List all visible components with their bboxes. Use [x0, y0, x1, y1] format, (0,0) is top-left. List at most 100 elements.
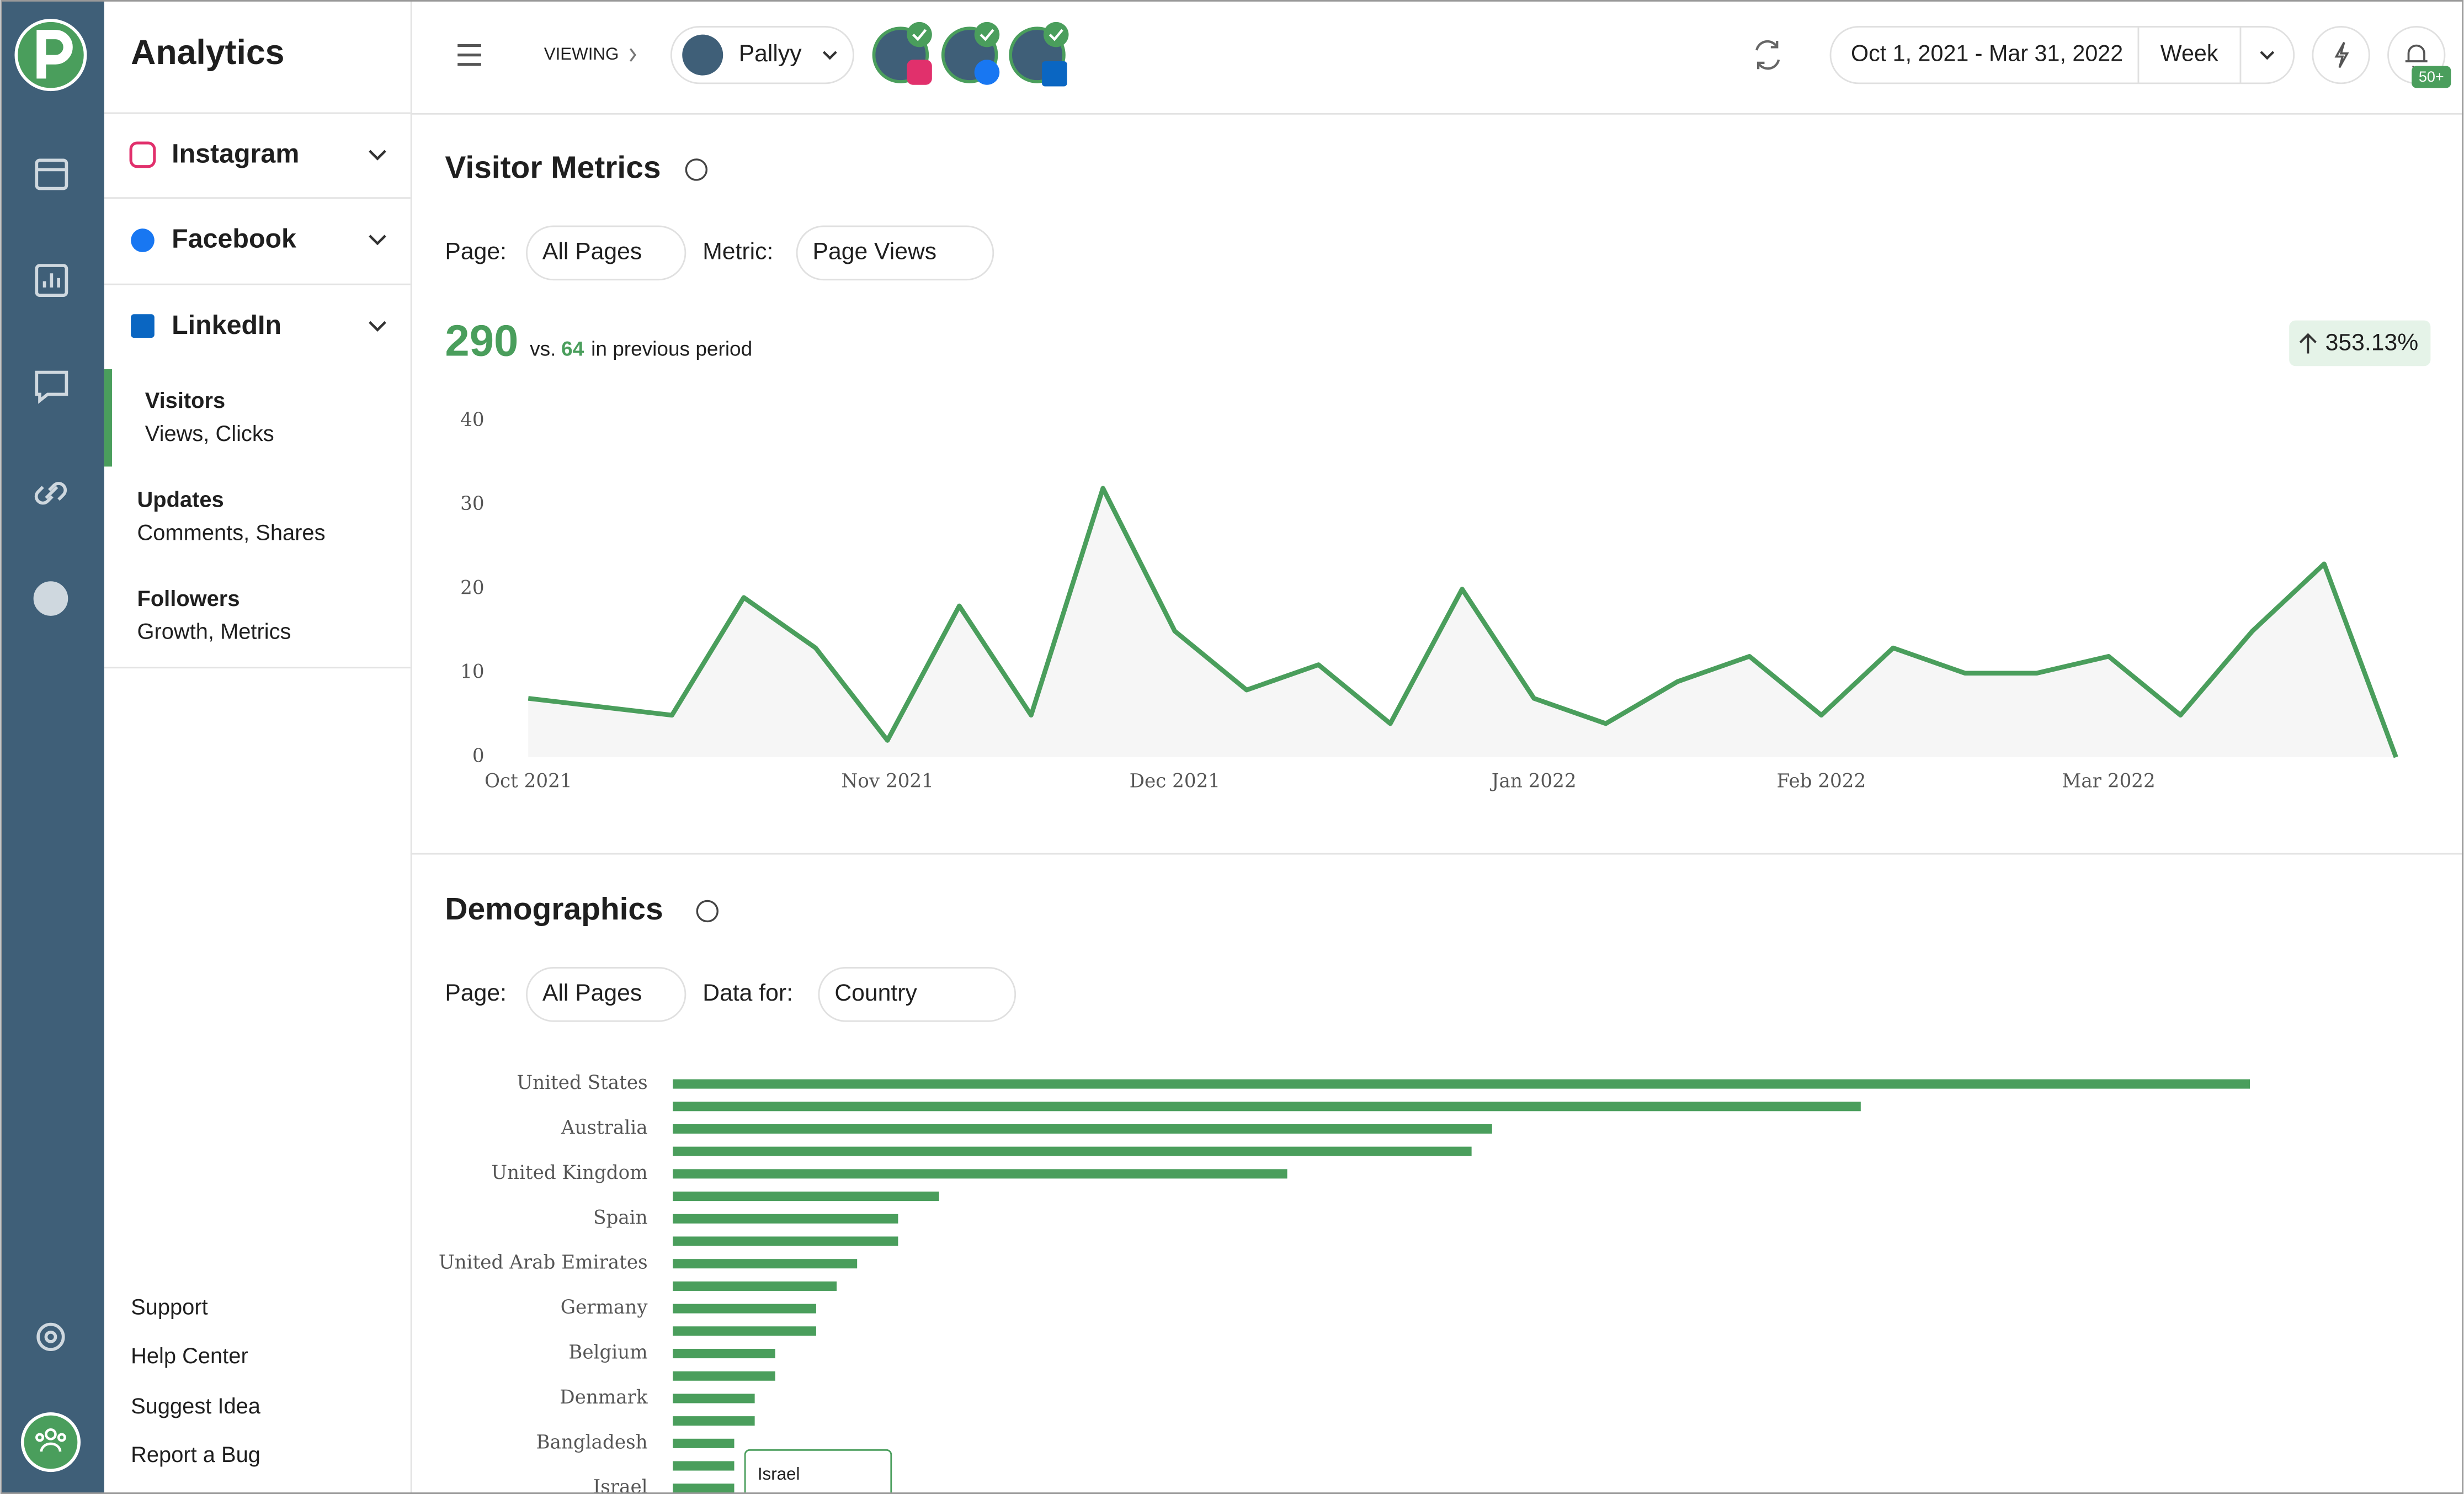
team-body: [40, 1442, 62, 1452]
y-tick-label: United States: [517, 1072, 647, 1094]
chevron[interactable]: [369, 150, 386, 161]
change-badge: [2289, 320, 2431, 366]
tooltip-label: Israel: [758, 1464, 800, 1484]
footer-link[interactable]: Suggest Idea: [131, 1394, 261, 1418]
breadcrumb-arrow: [629, 48, 636, 62]
y-tick-label: Belgium: [568, 1342, 647, 1364]
subnav-title[interactable]: Updates: [137, 488, 224, 512]
check-marks: [912, 29, 1063, 41]
bar: [673, 1438, 735, 1448]
bar: [673, 1326, 816, 1336]
bar: [673, 1259, 858, 1269]
badge-facebook: [974, 60, 1000, 85]
account-name: Pallyy: [739, 40, 802, 67]
bar: [673, 1371, 775, 1381]
x-tick-label: Feb 2022: [1777, 770, 1866, 793]
help-icon[interactable]: [685, 158, 708, 181]
y-tick-label: United Kingdom: [491, 1162, 647, 1184]
x-tick-label: Oct 2021: [485, 770, 572, 793]
total: 290: [445, 316, 518, 365]
team-head: [45, 1428, 57, 1440]
bar-chart: United States Australia United Kingdom Spai…: [439, 1072, 2250, 1494]
metric-select[interactable]: [796, 225, 994, 281]
subnav-subtitle: Views, Clicks: [145, 422, 274, 446]
nav-item[interactable]: Instagram: [172, 139, 299, 169]
messages-icon[interactable]: [35, 370, 68, 404]
bar: [673, 1348, 775, 1359]
y-tick-label: 20: [460, 577, 484, 599]
line-chart: 0 10 20 30 40 Oct 2021 Nov 2021 Dec 2021 Jan 202…: [460, 409, 2398, 793]
vs: vs.: [530, 338, 556, 360]
date-range[interactable]: Oct 1, 2021 - Mar 31, 2022: [1851, 41, 2123, 66]
chevron[interactable]: [369, 321, 386, 332]
check-badge: [974, 22, 1000, 47]
help-icon[interactable]: [696, 900, 719, 923]
y-tick-label: Denmark: [560, 1386, 648, 1408]
settings-center: [44, 1330, 57, 1343]
line: [528, 486, 2398, 758]
y-tick-label: 40: [460, 409, 484, 431]
filter-label: Metric:: [703, 238, 773, 265]
check-badge: [1043, 22, 1069, 47]
bar: [673, 1484, 735, 1493]
analytics-icon[interactable]: [35, 264, 68, 297]
select-value: Page Views: [812, 238, 936, 265]
section-title: Demographics: [445, 891, 663, 927]
change: 353.13%: [2325, 329, 2419, 356]
page-select[interactable]: [526, 967, 686, 1022]
date-control[interactable]: [1829, 25, 2295, 84]
analytics-bars: [42, 273, 61, 288]
footer-link[interactable]: Support: [131, 1295, 208, 1320]
account-avatar: [682, 34, 723, 76]
select-value: Country: [834, 980, 917, 1006]
sidebar-title: Analytics: [131, 33, 284, 72]
explore-icon[interactable]: [33, 581, 68, 616]
refresh-button[interactable]: [1755, 40, 1780, 70]
section-title: Visitor Metrics: [445, 150, 661, 185]
y-tick-label: Australia: [561, 1116, 648, 1139]
rail: [0, 0, 104, 1494]
page-select[interactable]: [526, 225, 686, 281]
chevron[interactable]: [369, 235, 386, 246]
settings-icon[interactable]: [36, 1322, 65, 1351]
footer-link[interactable]: Help Center: [131, 1344, 248, 1368]
area: [528, 488, 2396, 758]
link-icon[interactable]: [34, 482, 67, 505]
subnav-title[interactable]: Followers: [137, 587, 240, 611]
notification-count: 50+: [2419, 68, 2444, 85]
x-tick-label: Dec 2021: [1130, 770, 1220, 793]
bar: [673, 1214, 898, 1224]
quick-action[interactable]: [2312, 25, 2370, 84]
notification-badge: [2412, 66, 2451, 88]
profiles: [872, 22, 1069, 87]
y-tick-label: 10: [460, 661, 484, 683]
data-select[interactable]: [818, 967, 1017, 1022]
badge-instagram: [907, 60, 932, 85]
y-tick-label: 0: [472, 745, 485, 767]
menu-button[interactable]: [457, 44, 481, 66]
subnav-title[interactable]: Visitors: [145, 389, 225, 413]
chevron[interactable]: [2260, 51, 2275, 60]
nav-item[interactable]: LinkedIn: [172, 310, 281, 340]
up-arrow: [2299, 333, 2317, 354]
footer-link[interactable]: Report a Bug: [131, 1443, 260, 1467]
interval[interactable]: Week: [2160, 41, 2218, 66]
nav-item[interactable]: Facebook: [172, 224, 296, 253]
bar: [673, 1394, 755, 1403]
facebook-icon: [131, 228, 155, 252]
bar: [673, 1079, 2250, 1089]
viewing-label: VIEWING: [544, 44, 619, 63]
subnav-subtitle: Growth, Metrics: [137, 620, 291, 644]
chevron: [822, 51, 837, 60]
bar: [673, 1416, 755, 1426]
y-tick-label: Israel: [593, 1476, 648, 1494]
team-button[interactable]: [20, 1412, 81, 1472]
team-head-left: [35, 1433, 44, 1442]
linkedin-icon: [131, 314, 155, 338]
instagram-icon: [129, 141, 156, 168]
bar: [673, 1461, 735, 1471]
filter-label: Data for:: [703, 980, 793, 1006]
calendar-icon[interactable]: [35, 158, 68, 190]
check-badge: [907, 22, 932, 47]
